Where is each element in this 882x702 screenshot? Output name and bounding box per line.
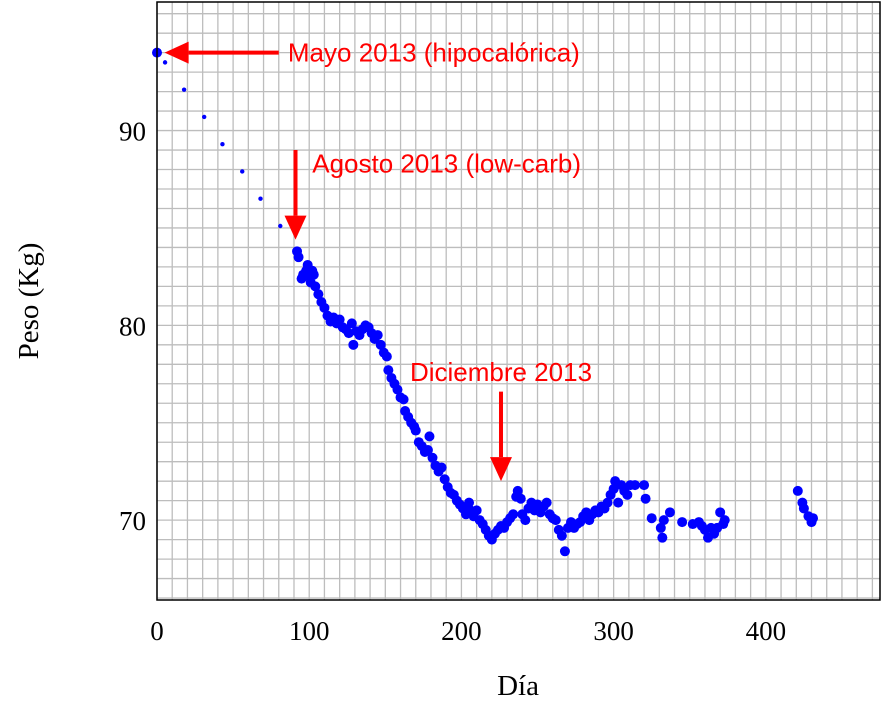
data-point xyxy=(639,480,650,491)
annotation-label: Agosto 2013 (low-carb) xyxy=(312,149,581,179)
data-point xyxy=(622,489,633,500)
data-point xyxy=(398,394,409,405)
x-tick-label: 100 xyxy=(289,616,330,646)
data-point xyxy=(550,515,561,526)
data-point xyxy=(334,314,345,325)
data-point xyxy=(308,269,319,280)
data-point xyxy=(464,497,475,508)
y-tick-label: 90 xyxy=(119,117,146,147)
y-axis-label: Peso (Kg) xyxy=(13,243,45,360)
data-point xyxy=(613,497,624,508)
data-point xyxy=(381,351,392,362)
data-point xyxy=(201,114,207,120)
data-point xyxy=(655,522,666,533)
data-point xyxy=(602,497,613,508)
data-point xyxy=(508,509,519,520)
data-point xyxy=(181,87,187,92)
data-points xyxy=(152,47,819,557)
data-point xyxy=(220,141,225,147)
x-tick-label: 200 xyxy=(441,616,482,646)
data-point xyxy=(319,302,330,313)
data-point xyxy=(375,339,386,350)
data-point xyxy=(424,431,435,442)
annotation-label: Mayo 2013 (hipocalórica) xyxy=(288,38,580,68)
annotations: Mayo 2013 (hipocalórica) Agosto 2013 (low… xyxy=(164,38,592,482)
y-tick-label: 70 xyxy=(119,506,146,536)
data-point xyxy=(808,513,819,524)
data-point xyxy=(629,480,640,491)
tick-labels: 0 100 200 300 400 70 80 90 xyxy=(119,117,786,646)
data-point xyxy=(646,513,657,524)
data-point xyxy=(719,515,730,526)
data-point xyxy=(348,339,359,350)
data-point xyxy=(556,530,567,541)
plot-frame xyxy=(156,1,881,601)
x-tick-label: 300 xyxy=(593,616,634,646)
data-point xyxy=(436,462,447,473)
x-axis-label: Día xyxy=(497,670,539,702)
data-point xyxy=(541,497,552,508)
data-point xyxy=(346,318,357,329)
data-point xyxy=(258,196,263,201)
x-tick-label: 0 xyxy=(150,616,164,646)
data-point xyxy=(798,503,809,514)
data-point xyxy=(512,485,523,496)
data-point xyxy=(240,169,245,174)
y-tick-label: 80 xyxy=(119,311,146,341)
data-point xyxy=(657,532,668,543)
data-point xyxy=(559,546,570,557)
data-point xyxy=(471,505,482,516)
data-point xyxy=(392,384,403,395)
data-point xyxy=(422,445,433,456)
data-point xyxy=(162,60,168,65)
data-point xyxy=(383,365,394,376)
data-point xyxy=(608,483,619,494)
data-point xyxy=(677,517,688,528)
data-point xyxy=(343,328,354,339)
annotation-arrow-head xyxy=(284,215,307,240)
grid xyxy=(156,2,880,600)
data-point xyxy=(410,425,421,436)
data-point xyxy=(658,515,669,526)
data-point xyxy=(427,452,438,463)
data-point xyxy=(439,474,450,485)
data-point xyxy=(278,223,283,229)
data-point xyxy=(640,493,651,504)
x-tick-label: 400 xyxy=(746,616,787,646)
data-point xyxy=(515,493,526,504)
data-point xyxy=(293,252,304,263)
annotation-label: Diciembre 2013 xyxy=(410,357,592,387)
data-point xyxy=(372,330,383,341)
data-point xyxy=(664,507,675,518)
data-point xyxy=(310,281,321,292)
annotation-arrow-head xyxy=(164,41,189,64)
data-point xyxy=(520,515,531,526)
data-point xyxy=(715,507,726,518)
data-point xyxy=(792,485,803,496)
annotation-arrow-head xyxy=(489,457,512,482)
data-point xyxy=(313,289,324,300)
